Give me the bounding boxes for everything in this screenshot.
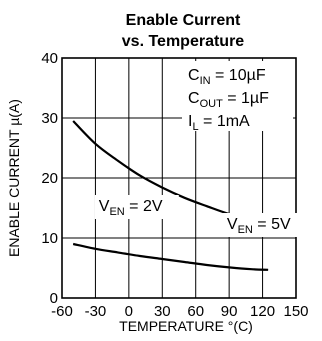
x-tick-labels: -60 -30 0 30 60 90 120 150 [51,303,308,320]
x-tick-label: 120 [250,303,275,320]
y-tick-labels: 0 10 20 30 40 [41,50,58,307]
x-tick-label: -30 [85,303,107,320]
series-line-ven-2v [72,242,269,271]
y-tick-label: 20 [41,170,58,187]
chart-title-line-2: vs. Temperature [122,33,245,50]
x-tick-label: 0 [125,303,133,320]
x-axis-label: TEMPERATURE °(C) [119,318,253,334]
condition-annotations: CIN = 10µF COUT = 1µF IL = 1mA [188,67,269,133]
degree-symbol: ° [228,318,234,334]
conditions-box [182,61,293,131]
y-tick-label: 10 [41,230,58,247]
series-label-ven-2v: VEN = 2V [99,198,163,218]
series-label-bg [222,213,307,237]
x-tick-label: 150 [283,303,308,320]
condition-label: CIN = 10µF [188,67,266,87]
series-label-bg [94,195,179,219]
condition-label: COUT = 1µF [188,90,269,110]
y-tick-label: 40 [41,50,58,67]
condition-label: IL = 1mA [188,113,250,133]
label-boxes [94,61,307,237]
series-label-ven-5v: VEN = 5V [227,216,291,236]
x-tick-label: 30 [154,303,171,320]
plot-frame [61,57,297,299]
y-axis-label: ENABLE CURRENT µ(A) [6,99,22,257]
x-tick-label: 60 [187,303,204,320]
y-tick-label: 0 [50,290,58,307]
x-tick-label: -60 [51,303,73,320]
y-tick-label: 30 [41,110,58,127]
chart-title-line-1: Enable Current [126,12,241,29]
x-tick-label: 90 [221,303,238,320]
micro-symbol: µ [6,118,22,126]
series-labels: VEN = 5V VEN = 2V [99,198,291,236]
